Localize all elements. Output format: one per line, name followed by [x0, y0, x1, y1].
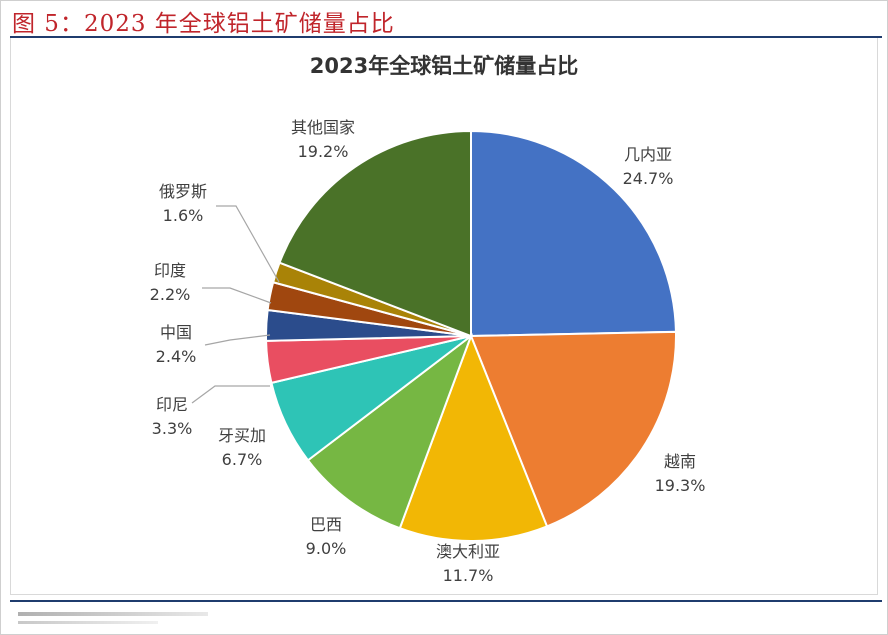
slice-name-label: 中国: [160, 323, 192, 342]
pie-slice-3: [306, 333, 474, 530]
slice-value-label: 1.6%: [163, 206, 204, 225]
slice-value-label: 2.2%: [150, 285, 191, 304]
slice-value-label: 9.0%: [306, 539, 347, 558]
source-note-blur: [18, 612, 208, 616]
leader-line-7: [202, 287, 272, 304]
pie-chart: 2023年全球铝土矿储量占比 几内亚 24.7% 越南 19.3% 澳大利亚 11.7% 巴…: [150, 54, 706, 585]
slice-labels: 几内亚 24.7% 越南 19.3% 澳大利亚 11.7% 巴西 9.0% 牙买加 6.7% 印尼 3…: [150, 118, 706, 585]
slice-value-label: 2.4%: [156, 347, 197, 366]
pie-slice-0: [470, 129, 677, 338]
caption-divider: [10, 36, 882, 38]
leader-lines: [191, 205, 280, 404]
pie-slice-9: [278, 129, 472, 338]
chart-title: 2023年全球铝土矿储量占比: [310, 54, 578, 78]
pie-slice-1: [469, 330, 677, 528]
slice-value-label: 19.3%: [655, 476, 706, 495]
source-note-blur-2: [18, 621, 158, 624]
leader-line-8: [216, 205, 280, 283]
slice-name-label: 俄罗斯: [159, 182, 207, 201]
slice-name-label: 巴西: [310, 515, 342, 534]
slice-value-label: 3.3%: [152, 419, 193, 438]
leader-line-6: [204, 334, 271, 346]
slice-name-label: 几内亚: [624, 145, 672, 164]
slice-name-label: 印度: [154, 261, 186, 280]
slice-name-label: 其他国家: [291, 118, 355, 137]
pie-slices: [265, 129, 677, 542]
leader-line-5: [191, 385, 270, 404]
slice-value-label: 11.7%: [443, 566, 494, 585]
figure-caption: 图 5：2023 年全球铝土矿储量占比: [12, 11, 395, 37]
slice-value-label: 19.2%: [298, 142, 349, 161]
pie-slice-2: [398, 333, 549, 542]
slice-value-label: 24.7%: [623, 169, 674, 188]
footer-divider: [10, 600, 882, 602]
slice-name-label: 印尼: [156, 395, 188, 414]
slice-name-label: 澳大利亚: [436, 542, 500, 561]
slice-name-label: 越南: [664, 452, 696, 471]
slice-value-label: 6.7%: [222, 450, 263, 469]
slice-name-label: 牙买加: [218, 426, 266, 445]
